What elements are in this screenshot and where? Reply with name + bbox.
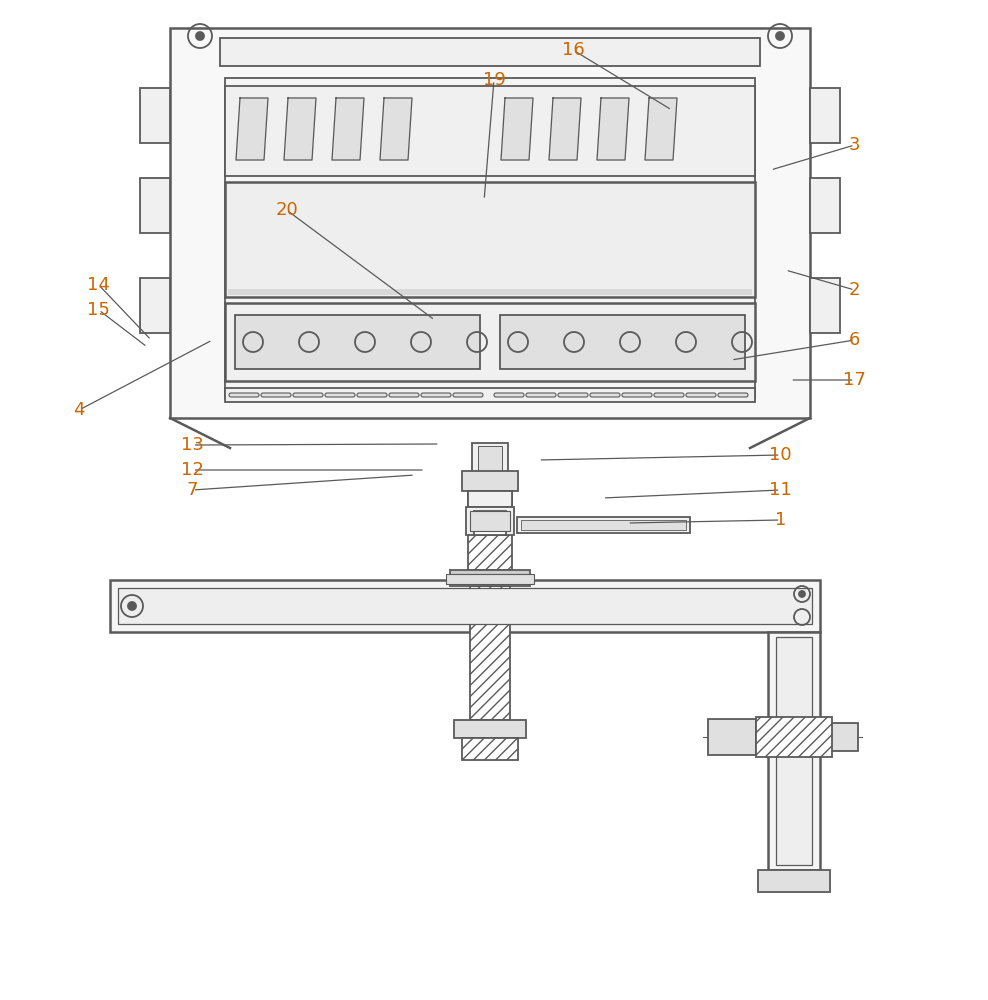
Text: 10: 10 [770, 446, 791, 464]
Bar [454, 720, 526, 738]
Bar [468, 491, 512, 507]
Bar [140, 278, 170, 333]
Text: 2: 2 [849, 281, 861, 299]
Text: 7: 7 [187, 481, 199, 499]
Bar [225, 303, 755, 381]
Polygon shape [236, 98, 268, 160]
FancyBboxPatch shape [494, 393, 524, 397]
Bar [225, 78, 755, 398]
Bar [517, 517, 690, 533]
Bar [225, 182, 755, 297]
Text: 15: 15 [87, 301, 111, 319]
Text: 19: 19 [482, 71, 506, 89]
Circle shape [196, 32, 204, 40]
FancyBboxPatch shape [325, 393, 355, 397]
Bar [225, 388, 755, 402]
Polygon shape [645, 98, 677, 160]
FancyBboxPatch shape [526, 393, 556, 397]
FancyBboxPatch shape [453, 393, 483, 397]
FancyBboxPatch shape [293, 393, 323, 397]
Text: 6: 6 [849, 331, 861, 349]
Text: 13: 13 [181, 436, 205, 454]
Circle shape [128, 602, 136, 610]
FancyBboxPatch shape [389, 393, 419, 397]
FancyBboxPatch shape [558, 393, 588, 397]
Bar [462, 738, 518, 760]
Bar [521, 520, 686, 530]
FancyBboxPatch shape [261, 393, 291, 397]
Circle shape [776, 32, 784, 40]
Bar [810, 88, 840, 143]
Text: 3: 3 [849, 136, 861, 154]
Bar [140, 178, 170, 233]
FancyBboxPatch shape [622, 393, 652, 397]
FancyBboxPatch shape [357, 393, 387, 397]
FancyBboxPatch shape [654, 393, 684, 397]
Text: 14: 14 [87, 276, 111, 294]
Bar [450, 570, 530, 586]
Bar [756, 717, 832, 757]
Polygon shape [597, 98, 629, 160]
Text: 20: 20 [275, 201, 298, 219]
Polygon shape [549, 98, 581, 160]
FancyBboxPatch shape [229, 393, 259, 397]
Text: 16: 16 [561, 41, 585, 59]
Bar [140, 88, 170, 143]
Circle shape [799, 591, 805, 597]
Bar [776, 637, 812, 865]
Text: 11: 11 [769, 481, 792, 499]
Bar [110, 580, 820, 632]
Bar [472, 443, 508, 478]
Bar [758, 870, 830, 892]
Bar [235, 315, 480, 369]
Bar [220, 38, 760, 66]
Bar [462, 471, 518, 491]
Bar [478, 446, 502, 474]
Bar [118, 588, 812, 624]
FancyBboxPatch shape [590, 393, 620, 397]
Polygon shape [332, 98, 364, 160]
Bar [500, 315, 745, 369]
Bar [470, 586, 510, 720]
Bar [708, 719, 756, 755]
Bar [225, 86, 755, 176]
Text: 12: 12 [181, 461, 205, 479]
Bar [228, 289, 752, 295]
Bar [474, 511, 506, 535]
Text: 1: 1 [775, 511, 786, 529]
Text: 4: 4 [73, 401, 85, 419]
Polygon shape [284, 98, 316, 160]
FancyBboxPatch shape [686, 393, 716, 397]
Bar [468, 473, 512, 570]
Bar [170, 28, 810, 418]
Polygon shape [380, 98, 412, 160]
Polygon shape [501, 98, 533, 160]
Bar [768, 632, 820, 870]
FancyBboxPatch shape [421, 393, 451, 397]
Bar [470, 511, 510, 531]
Text: 17: 17 [843, 371, 866, 389]
Bar [810, 178, 840, 233]
FancyBboxPatch shape [718, 393, 748, 397]
Bar [466, 507, 514, 535]
Bar [820, 723, 858, 751]
Bar [446, 574, 534, 584]
Bar [810, 278, 840, 333]
